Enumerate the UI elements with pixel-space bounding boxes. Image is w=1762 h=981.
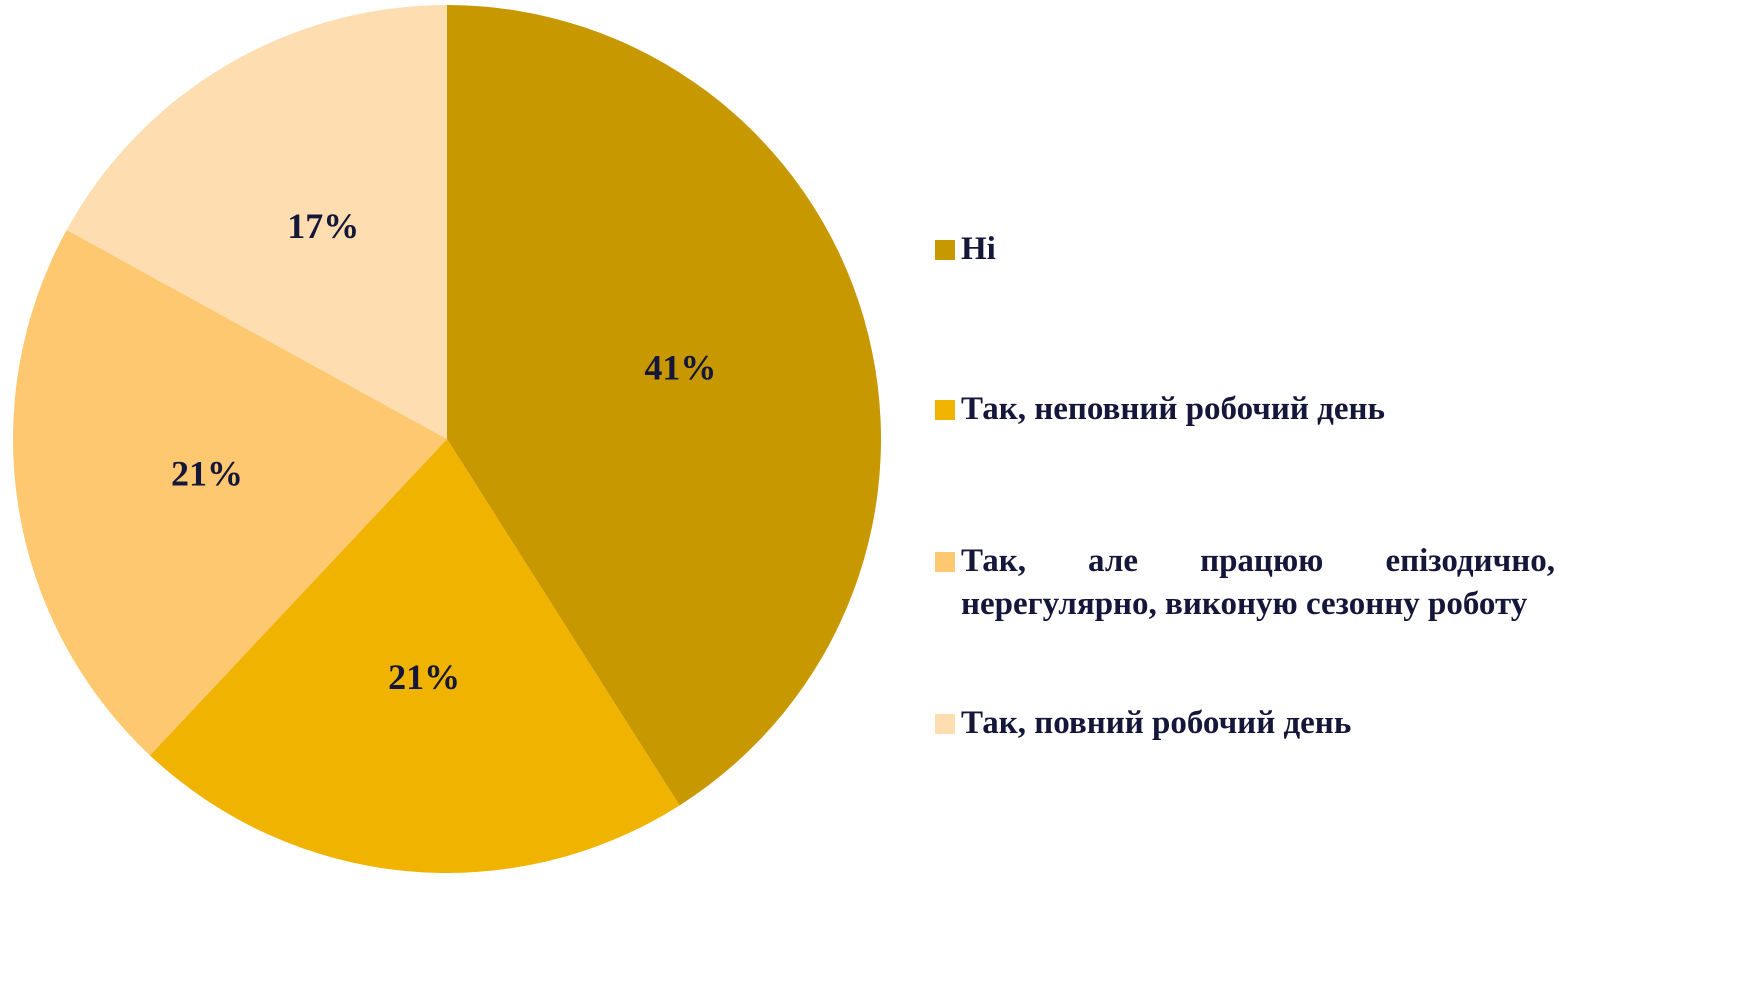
legend-label: Так, але працюю епізодично, нерегулярно,… bbox=[961, 543, 1555, 622]
pie-slice bbox=[447, 5, 881, 806]
legend-label: Так, неповний робочий день bbox=[961, 391, 1385, 427]
data-label: 41% bbox=[644, 347, 716, 387]
legend-swatch bbox=[935, 400, 955, 420]
data-label: 21% bbox=[388, 657, 460, 697]
legend-label: Ні bbox=[961, 231, 996, 267]
legend-item: Так, повний робочий день bbox=[935, 702, 1555, 745]
legend-swatch bbox=[935, 240, 955, 260]
legend-item: Так, але працюю епізодично, нерегулярно,… bbox=[935, 540, 1555, 626]
pie-slice bbox=[66, 5, 448, 439]
legend-swatch bbox=[935, 552, 955, 572]
data-label: 17% bbox=[287, 206, 359, 246]
pie-slice bbox=[149, 439, 680, 873]
legend-swatch bbox=[935, 714, 955, 734]
legend-item: Так, неповний робочий день bbox=[935, 388, 1555, 431]
legend-label: Так, повний робочий день bbox=[961, 705, 1352, 741]
data-label: 21% bbox=[171, 453, 243, 493]
legend-item: Ні bbox=[935, 228, 1555, 271]
pie-slice bbox=[12, 229, 447, 756]
